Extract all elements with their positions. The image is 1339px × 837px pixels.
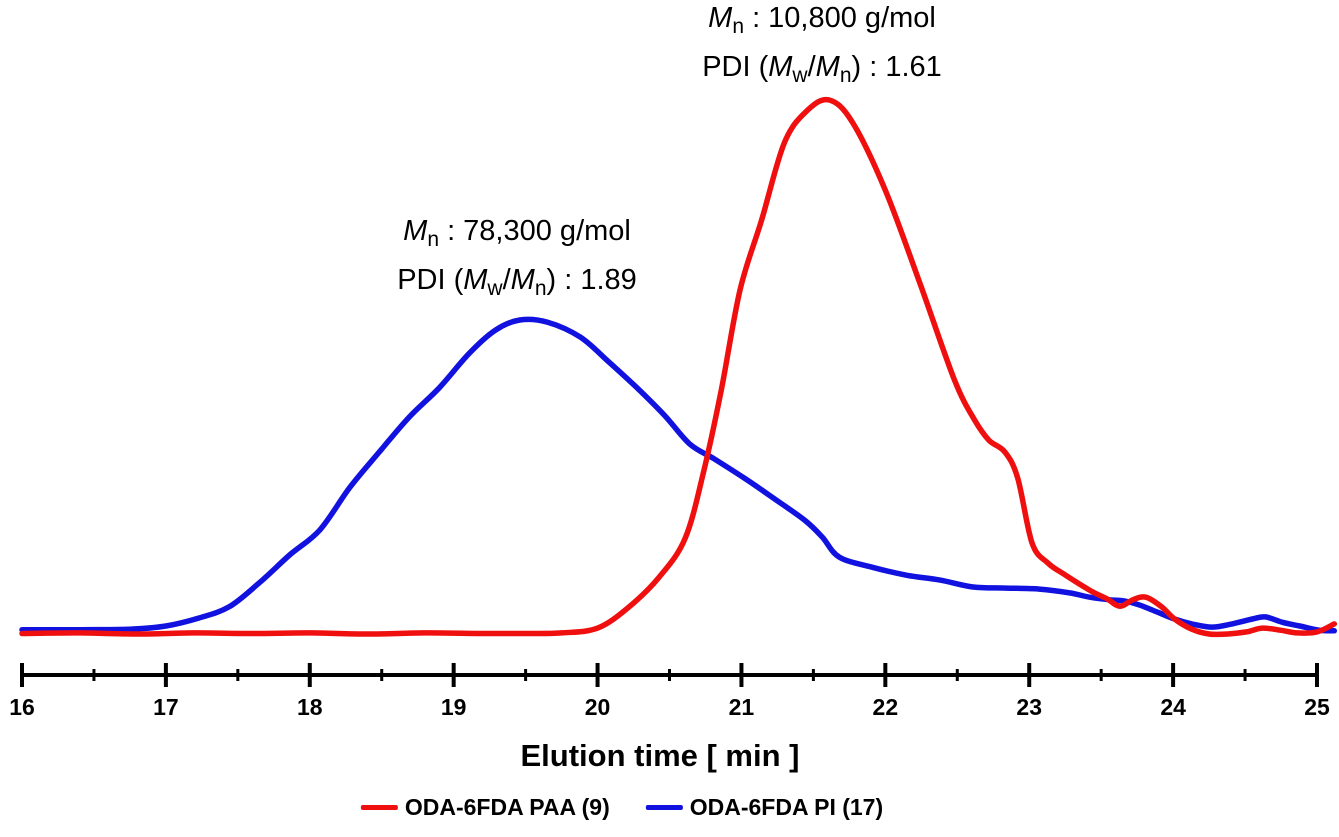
annotation-paa-mn-pdi: Mn : 10,800 g/mol PDI (Mw/Mn) : 1.61 — [702, 0, 942, 96]
x-tick-label: 17 — [153, 694, 179, 720]
annotation-line: PDI (Mw/Mn) : 1.89 — [397, 264, 637, 300]
x-tick-label: 20 — [585, 694, 611, 720]
curves — [19, 96, 1338, 638]
curve-oda-6fda-paa — [19, 96, 1338, 638]
legend-label: ODA-6FDA PAA (9) — [404, 794, 610, 820]
legend-item: ODA-6FDA PAA (9) — [360, 794, 610, 821]
x-axis-title: Elution time [ min ] — [521, 738, 800, 773]
legend-item: ODA-6FDA PI (17) — [645, 794, 884, 821]
x-tick-label: 22 — [873, 694, 899, 720]
x-tick-label: 19 — [441, 694, 467, 720]
legend: ODA-6FDA PAA (9) ODA-6FDA PI (17) — [360, 794, 884, 821]
legend-line-swatch — [360, 805, 398, 810]
legend-line-swatch — [645, 805, 683, 810]
x-tick-label: 23 — [1016, 694, 1042, 720]
annotation-pi-mn-pdi: Mn : 78,300 g/mol PDI (Mw/Mn) : 1.89 — [397, 211, 637, 309]
x-tick-label: 16 — [9, 694, 35, 720]
x-tick-label: 21 — [729, 694, 755, 720]
annotation-line: PDI (Mw/Mn) : 1.61 — [702, 51, 942, 87]
x-tick-label: 25 — [1304, 694, 1330, 720]
x-axis-ticks — [20, 663, 1319, 687]
legend-label: ODA-6FDA PI (17) — [689, 794, 884, 820]
x-tick-label: 18 — [297, 694, 323, 720]
annotation-line: Mn : 10,800 g/mol — [708, 2, 936, 38]
x-axis-tick-labels: 16 17 18 19 20 21 22 23 24 25 — [9, 694, 1330, 720]
x-tick-label: 24 — [1160, 694, 1186, 720]
annotation-line: Mn : 78,300 g/mol — [403, 215, 631, 251]
x-axis: 16 17 18 19 20 21 22 23 24 25 Elution time [ min … — [9, 663, 1330, 773]
curve-oda-6fda-pi — [19, 316, 1338, 634]
